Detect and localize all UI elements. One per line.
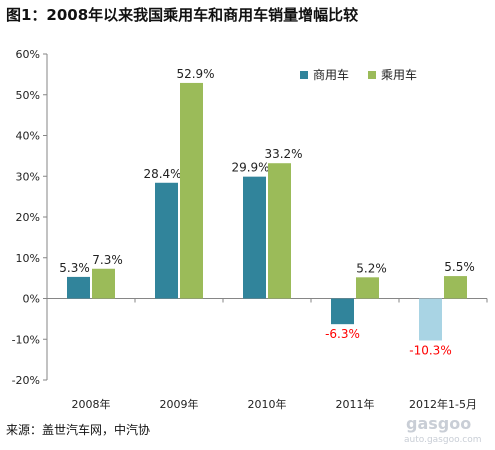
bar-commercial bbox=[155, 182, 178, 299]
legend-label: 商用车 bbox=[313, 67, 349, 82]
data-label-commercial: 28.4% bbox=[143, 167, 181, 181]
y-tick-label: 0% bbox=[23, 293, 40, 306]
bar-passenger bbox=[268, 163, 291, 299]
data-label-commercial: 5.3% bbox=[59, 261, 90, 275]
data-label-passenger: 5.5% bbox=[444, 260, 475, 274]
y-tick-label: -10% bbox=[12, 333, 40, 346]
watermark-url: auto.gasgoo.com bbox=[404, 435, 482, 445]
chart-title: 图1：2008年以来我国乘用车和商用车销量增幅比较 bbox=[6, 6, 359, 24]
y-tick-label: 60% bbox=[16, 48, 40, 61]
data-label-commercial: -6.3% bbox=[325, 327, 360, 341]
y-tick-label: 20% bbox=[16, 211, 40, 224]
legend-swatch bbox=[368, 71, 376, 79]
data-label-passenger: 5.2% bbox=[356, 261, 387, 275]
x-tick-label: 2012年1-5月 bbox=[409, 397, 477, 411]
x-tick-label: 2010年 bbox=[248, 397, 287, 411]
bar-commercial bbox=[243, 176, 266, 299]
data-label-passenger: 52.9% bbox=[176, 67, 214, 81]
bar-passenger bbox=[180, 82, 203, 299]
x-tick-label: 2011年 bbox=[336, 397, 375, 411]
data-label-commercial: 29.9% bbox=[231, 161, 269, 175]
gasgoo-watermark-logo: gasgoo auto.gasgoo.com bbox=[398, 412, 492, 448]
bar-passenger bbox=[92, 268, 115, 299]
y-tick-label: 40% bbox=[16, 130, 40, 143]
y-tick-label: 50% bbox=[16, 89, 40, 102]
legend-label: 乘用车 bbox=[381, 67, 417, 82]
bar-commercial bbox=[331, 298, 354, 325]
bar-commercial bbox=[419, 298, 442, 341]
x-tick-label: 2009年 bbox=[160, 397, 199, 411]
x-tick-label: 2008年 bbox=[72, 397, 111, 411]
data-label-passenger: 7.3% bbox=[92, 253, 123, 267]
watermark-logo-text: gasgoo bbox=[406, 414, 472, 433]
y-tick-label: 10% bbox=[16, 252, 40, 265]
y-tick-label: 30% bbox=[16, 170, 40, 183]
legend-swatch bbox=[300, 71, 308, 79]
bar-passenger bbox=[356, 277, 379, 299]
bar-commercial bbox=[67, 276, 90, 299]
data-label-commercial: -10.3% bbox=[409, 343, 451, 357]
bar-passenger bbox=[444, 276, 467, 299]
source-note: 来源：盖世汽车网，中汽协 bbox=[6, 423, 151, 437]
y-tick-label: -20% bbox=[12, 374, 40, 387]
data-label-passenger: 33.2% bbox=[264, 147, 302, 161]
